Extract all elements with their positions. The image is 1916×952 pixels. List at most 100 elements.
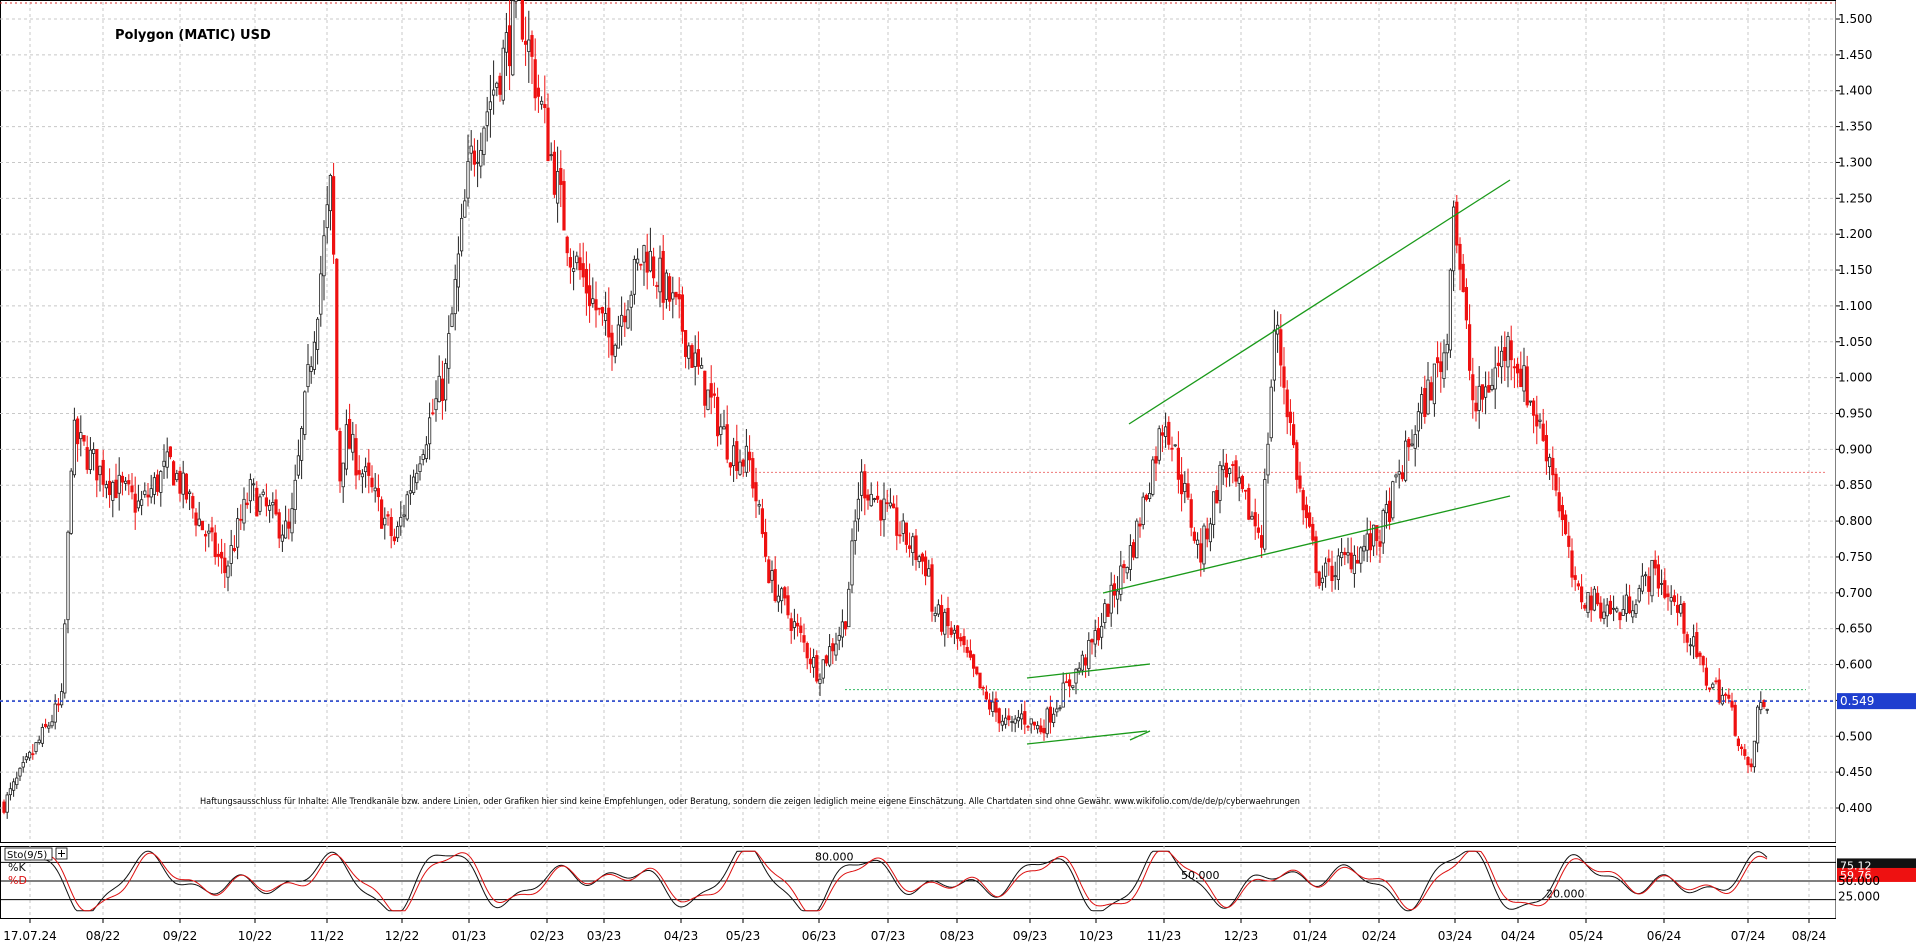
candle-body — [632, 259, 637, 295]
candle-body — [1416, 411, 1420, 432]
candle-body — [1180, 474, 1184, 495]
x-tick-label: 10/23 — [1079, 929, 1114, 943]
candle-body — [251, 483, 256, 486]
candle-body — [290, 508, 294, 534]
candle-body — [1583, 604, 1587, 609]
candle-body — [700, 365, 704, 369]
trendlines — [1026, 179, 1511, 745]
candle-body — [1231, 464, 1235, 467]
candle-body — [152, 477, 156, 495]
y-tick-label: 1.050 — [1838, 335, 1872, 349]
candle-body — [709, 383, 713, 398]
candle-body — [1160, 432, 1164, 436]
candle-body — [661, 250, 665, 303]
candle-body — [328, 175, 333, 212]
x-tick-label: 11/23 — [1147, 929, 1182, 943]
candle-body — [645, 251, 649, 273]
candle-body — [274, 499, 278, 515]
candle-body — [1080, 654, 1084, 671]
candle-body — [108, 480, 112, 496]
candle-body — [1695, 632, 1699, 658]
x-tick-label: 11/22 — [310, 929, 345, 943]
candle-body — [549, 154, 553, 157]
candle-body — [1218, 464, 1222, 501]
k-value-label: 75.12 — [1840, 859, 1872, 872]
candle-body — [1484, 386, 1488, 398]
candle-body — [722, 426, 726, 430]
candle-body — [1052, 713, 1056, 724]
candle-body — [767, 559, 771, 584]
candle-body — [824, 655, 829, 664]
candle-body — [821, 659, 825, 679]
candle-body — [1752, 740, 1756, 768]
axis-area — [1836, 0, 1916, 948]
candle-body — [988, 699, 992, 710]
candle-body — [719, 426, 723, 435]
candle-body — [1445, 343, 1449, 354]
candle-body — [389, 517, 393, 537]
candle-body — [1455, 201, 1459, 246]
y-tick-label: 0.450 — [1838, 765, 1872, 779]
trendline — [1026, 663, 1151, 679]
candle-body — [1244, 489, 1248, 492]
candle-body — [892, 503, 896, 509]
candle-body — [69, 470, 73, 534]
candle-body — [139, 499, 144, 506]
candle-body — [1352, 554, 1356, 574]
candle-body — [1205, 528, 1209, 540]
candle-body — [1660, 583, 1664, 585]
candle-body — [1711, 683, 1715, 688]
candle-body — [1119, 565, 1123, 595]
candle-body — [66, 531, 70, 621]
candle-body — [1426, 379, 1430, 415]
candle-body — [1288, 411, 1292, 424]
candle-body — [575, 255, 579, 264]
candle-body — [664, 272, 669, 300]
candle-body — [143, 490, 147, 495]
candle-body — [671, 292, 675, 300]
candle-body — [1042, 727, 1046, 734]
candle-body — [1496, 362, 1500, 367]
candle-body — [581, 263, 585, 278]
candle-body — [591, 298, 595, 304]
candle-body — [735, 441, 739, 471]
candle-body — [869, 493, 873, 507]
candle-body — [879, 500, 883, 521]
candle-body — [104, 484, 108, 489]
candle-body — [1388, 500, 1392, 523]
candle-body — [479, 150, 483, 167]
candle-body — [1624, 594, 1628, 614]
candle-body — [1644, 574, 1648, 577]
candle-body — [1202, 525, 1206, 565]
candle-body — [1327, 558, 1331, 563]
x-tick-label: 08/22 — [86, 929, 121, 943]
candle-body — [1506, 336, 1510, 368]
candle-body — [882, 498, 886, 521]
candle-body — [524, 40, 528, 45]
candle-body — [395, 526, 400, 539]
candle-body — [296, 455, 301, 476]
candle-body — [1528, 400, 1532, 403]
candle-body — [453, 279, 457, 315]
candle-body — [1144, 494, 1148, 500]
candle-body — [1007, 715, 1011, 721]
candle-body — [82, 435, 86, 442]
candle-body — [162, 460, 166, 467]
candle-body — [543, 104, 547, 109]
candle-body — [991, 701, 995, 712]
candle-body — [1128, 545, 1132, 570]
candle-body — [1106, 603, 1110, 617]
candle-body — [1516, 363, 1520, 374]
candle-body — [1279, 329, 1283, 366]
candle-body — [828, 646, 832, 666]
candle-body — [408, 490, 413, 494]
candle-body — [1548, 456, 1552, 468]
candle-body — [1240, 475, 1244, 490]
candle-body — [229, 545, 233, 564]
stochastic-d-line — [44, 850, 1768, 912]
candle-body — [344, 424, 349, 470]
candle-body — [1192, 531, 1196, 541]
candle-body — [1618, 612, 1622, 621]
candle-body — [834, 643, 838, 656]
